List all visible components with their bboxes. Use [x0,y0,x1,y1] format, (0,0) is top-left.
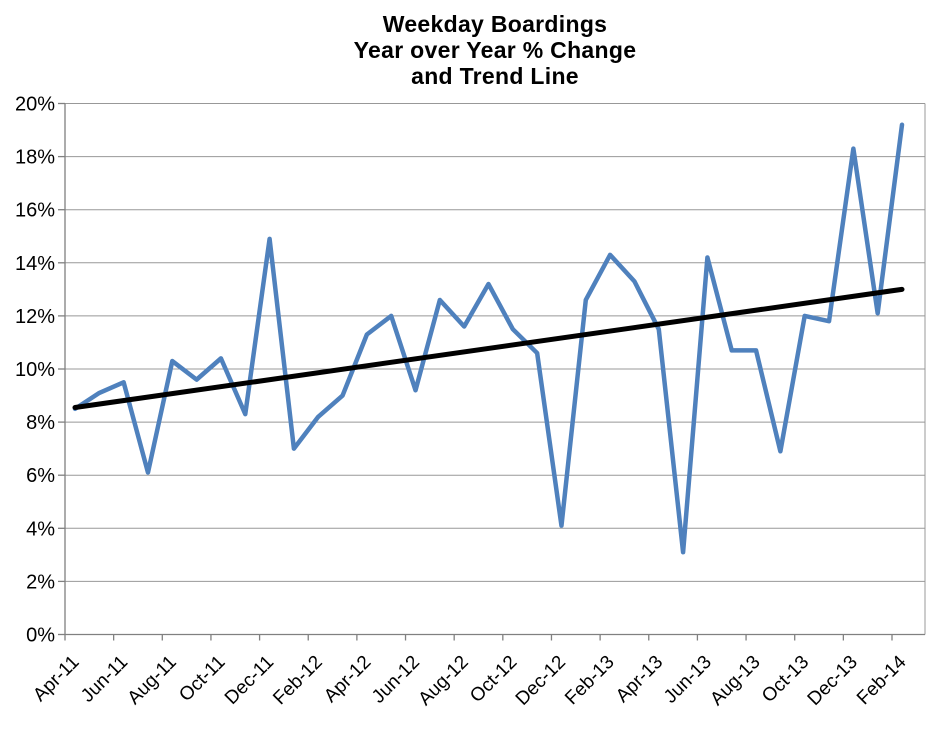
y-axis-label: 12% [15,306,55,328]
chart-title: Weekday Boardings Year over Year % Chang… [65,11,925,89]
y-axis-label: 6% [26,465,55,487]
y-axis-label: 10% [15,359,55,381]
chart-title-line-1: Weekday Boardings [382,11,608,37]
y-axis-label: 4% [26,518,55,540]
x-axis-label: Aug-13 [706,652,764,710]
x-axis-label: Oct-11 [175,652,229,706]
trend-line [72,286,905,410]
x-axis-label: Feb-14 [853,651,911,709]
x-axis-label: Feb-13 [561,652,618,709]
x-axis-label: Jun-13 [660,652,716,708]
x-axis-label: Oct-13 [758,652,813,707]
y-axis-label: 20% [15,94,55,116]
x-axis-label: Aug-12 [415,652,473,710]
x-axis-label: Oct-12 [466,652,521,707]
x-axis-label: Dec-11 [221,652,278,709]
y-axis-label: 8% [26,412,55,434]
y-axis-label: 0% [26,625,55,647]
y-axis-label: 16% [15,200,55,222]
series-line-yoy-change [72,122,905,555]
chart-title-line-2: Year over Year % Change [353,37,637,63]
y-axis-label: 18% [15,147,55,169]
x-axis-label: Apr-13 [612,652,667,707]
chart-title-line-3: and Trend Line [411,63,579,89]
y-axis-label: 14% [15,253,55,275]
x-axis-label: Jun-11 [77,652,132,707]
x-axis-label: Dec-13 [804,652,862,710]
x-axis-label: Aug-11 [124,652,181,709]
x-axis-label: Jun-12 [368,652,424,708]
x-axis-label: Apr-12 [320,652,375,707]
x-axis-label: Dec-12 [512,652,570,710]
x-axis-label: Feb-12 [269,652,326,709]
x-axis-label: Apr-11 [29,652,83,706]
y-axis-label: 2% [26,571,55,593]
